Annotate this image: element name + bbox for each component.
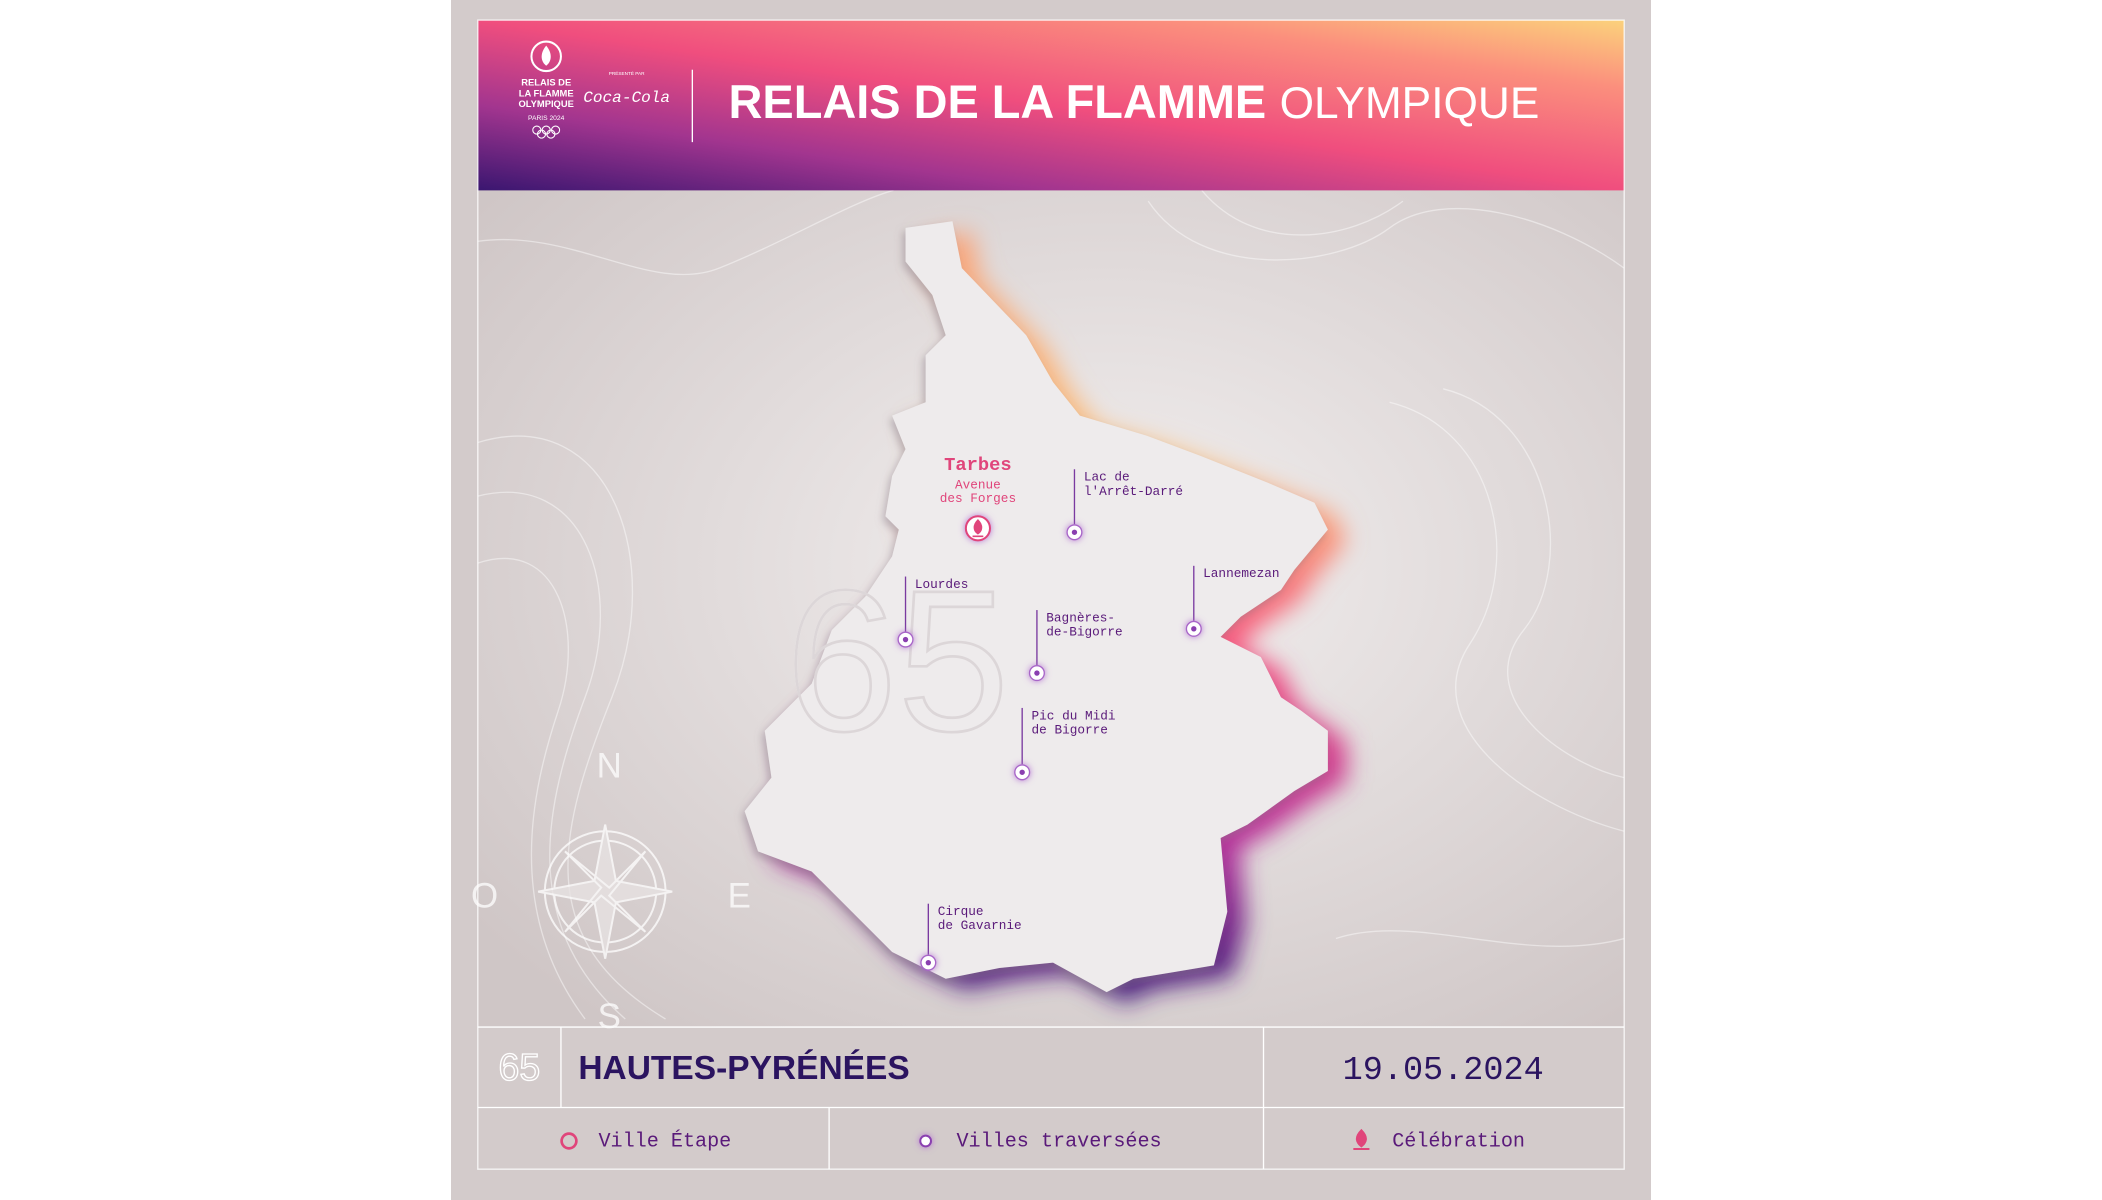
poster: 65 N E S O 65 Tarbes Avenue des Forges L… — [451, 0, 1651, 1200]
frame — [477, 19, 1625, 1170]
compass-letter: O — [471, 877, 498, 916]
contours — [477, 189, 1625, 1020]
legend-swatch-celebration — [1353, 1128, 1370, 1151]
department-name: HAUTES-PYRÉNÉES — [578, 1049, 909, 1087]
department-number: 65 — [499, 1046, 541, 1088]
date: 19.05.2024 — [1343, 1052, 1544, 1090]
legend-swatch-city — [919, 1134, 933, 1148]
compass-letter: N — [597, 746, 622, 785]
city-marker-core — [1019, 769, 1025, 775]
city-label: Lourdes — [915, 577, 968, 592]
city-label: Lac de — [1084, 470, 1130, 485]
header — [477, 20, 1625, 191]
sponsor-caption: PRÉSENTÉ PAR — [609, 70, 645, 76]
stage-venue: Avenue — [955, 478, 1001, 493]
city-marker-core — [1071, 529, 1078, 535]
legend-label: Ville Étape — [598, 1129, 731, 1153]
department-shape — [744, 221, 1328, 993]
city-label: Lannemezan — [1203, 566, 1279, 581]
city-marker-core — [1034, 670, 1040, 676]
logo-text: LA FLAMME — [519, 88, 574, 98]
compass-letter: S — [598, 997, 621, 1036]
logo: RELAIS DE LA FLAMME OLYMPIQUE PARIS 2024… — [518, 40, 694, 143]
legend-label: Villes traversées — [956, 1130, 1161, 1153]
stage-city-name: Tarbes — [944, 454, 1012, 476]
city-label: Bagnères- — [1046, 610, 1115, 625]
city-marker-core — [925, 960, 931, 966]
city-label: Cirque — [938, 904, 984, 919]
city-label: de Gavarnie — [938, 918, 1022, 933]
city-label: de Bigorre — [1032, 722, 1108, 737]
city-marker-core — [1191, 626, 1197, 632]
logo-text: OLYMPIQUE — [518, 99, 573, 109]
title-light: OLYMPIQUE — [1280, 79, 1540, 128]
city-label: de-Bigorre — [1046, 625, 1122, 640]
department-watermark: 65 — [786, 548, 1010, 773]
legend-label: Célébration — [1392, 1130, 1525, 1153]
title-bold: RELAIS DE LA FLAMME — [729, 76, 1267, 128]
logo-edition: PARIS 2024 — [528, 115, 565, 122]
city-marker-core — [902, 636, 909, 643]
compass-letter: E — [728, 877, 751, 916]
stage-city: Tarbes Avenue des Forges — [940, 454, 1016, 542]
city-label: l'Arrêt-Darré — [1084, 484, 1183, 499]
title: RELAIS DE LA FLAMME OLYMPIQUE — [729, 76, 1540, 128]
city-label: Pic du Midi — [1032, 708, 1116, 723]
legend-swatch-stage — [560, 1132, 578, 1150]
flame-icon — [972, 519, 984, 538]
stage-venue: des Forges — [940, 491, 1016, 506]
places: Lac del'Arrêt-Darré Lourdes Lannemezan Bagn… — [897, 469, 1280, 971]
logo-text: RELAIS DE — [521, 78, 571, 88]
sponsor-brand: Coca-Cola — [583, 89, 670, 107]
